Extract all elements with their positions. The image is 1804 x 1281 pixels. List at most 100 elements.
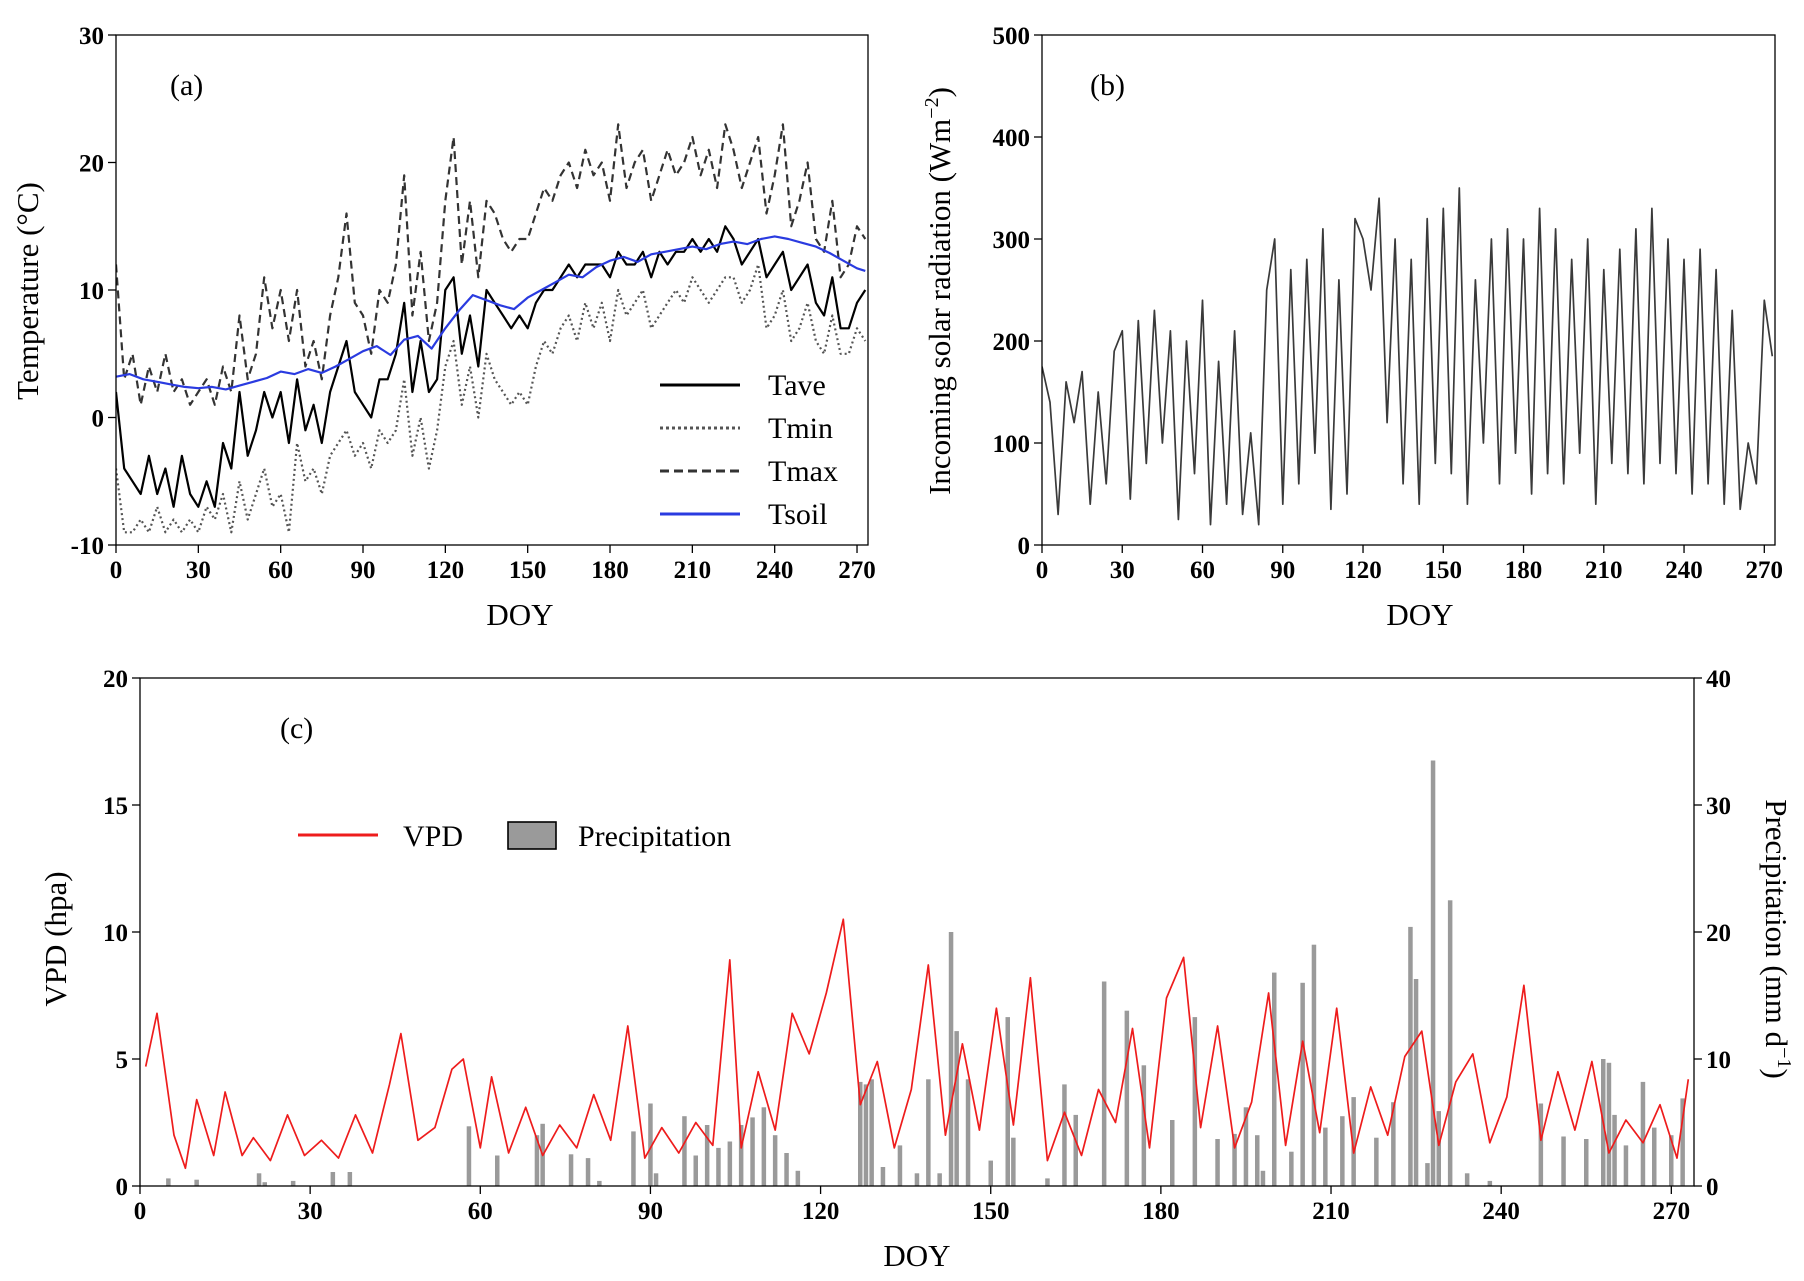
panel-b-x-tick-label: 240 <box>1665 557 1703 584</box>
precipitation-bar <box>1300 982 1305 1186</box>
precipitation-bar <box>772 1135 778 1186</box>
precipitation-bar <box>727 1141 733 1186</box>
panel-b-label: (b) <box>1090 69 1125 102</box>
precipitation-bar <box>1141 1065 1147 1186</box>
panel-b-x-tick-label: 30 <box>1110 557 1135 584</box>
panel-c-right-y-axis-label-sup: −1 <box>1773 1047 1795 1068</box>
panel-c-x-axis-label: DOY <box>883 1238 950 1273</box>
panel-a-legend: Tave Tmin Tmax Tsoil <box>660 369 838 531</box>
precipitation-bar <box>648 1103 653 1186</box>
precipitation-bar <box>597 1180 602 1186</box>
precipitation-bar <box>750 1117 755 1186</box>
precipitation-bar <box>495 1155 500 1186</box>
panel-a-x-tick-label: 270 <box>838 557 876 584</box>
precipitation-bar <box>914 1173 920 1186</box>
panel-b-frame <box>1041 34 1776 546</box>
panel-b-plot-area <box>1042 187 1774 526</box>
panel-a-x-tick-label: 30 <box>186 557 211 584</box>
panel-b-y-axis-label-main: Incoming solar radiation (Wm <box>922 119 957 495</box>
precipitation-bar <box>1623 1145 1629 1186</box>
legend-swatch-precipitation <box>507 821 557 850</box>
panel-c-right-y-tick-label: 10 <box>1706 1047 1731 1074</box>
panel-c-right-y-tick-label: 30 <box>1706 793 1731 820</box>
panel-b-y-tick-label: 500 <box>993 23 1031 50</box>
panel-c-vpd-precipitation: (c) DOY VPD (hpa) Precipitation (mm d−1)… <box>38 666 1795 1273</box>
precipitation-bar <box>1391 1102 1396 1186</box>
panel-b-y-tick-label: 400 <box>993 125 1031 152</box>
panel-c-x-tick-label: 210 <box>1312 1198 1350 1225</box>
panel-a-y-tick-label: 20 <box>79 151 104 178</box>
panel-c-left-y-tick-label: 10 <box>103 920 128 947</box>
panel-a-x-tick-label: 60 <box>268 557 293 584</box>
precipitation-bar <box>631 1131 636 1186</box>
precipitation-bar <box>1260 1170 1266 1186</box>
precipitation-bar <box>954 1031 959 1186</box>
series-line-tave <box>116 225 867 508</box>
panel-b-y-axis-label-sup: −2 <box>921 97 943 118</box>
precipitation-bar <box>568 1154 574 1186</box>
panel-b-x-tick-label: 120 <box>1344 557 1382 584</box>
panel-b-x-axis-label: DOY <box>1386 597 1453 632</box>
precipitation-bar <box>1005 1017 1010 1186</box>
panel-b-y-tick-label: 300 <box>993 227 1031 254</box>
precipitation-bar <box>1680 1098 1685 1186</box>
series-line-tmin <box>116 263 867 534</box>
precipitation-bar <box>1640 1081 1646 1186</box>
precipitation-bar <box>1436 1111 1441 1186</box>
panel-a-y-axis-label: Temperature (°C) <box>10 182 45 400</box>
panel-b-x-tick-label: 180 <box>1505 557 1543 584</box>
panel-c-x-tick-label: 30 <box>298 1198 323 1225</box>
panel-a-x-tick-label: 0 <box>110 557 123 584</box>
precipitation-bar <box>897 1145 903 1186</box>
precipitation-bar <box>948 932 954 1186</box>
precipitation-bar <box>1487 1180 1493 1186</box>
panel-b-x-tick-label: 90 <box>1270 557 1295 584</box>
precipitation-bar <box>784 1153 789 1186</box>
panel-c-right-y-tick-label: 40 <box>1706 666 1731 693</box>
panel-a-x-tick-label: 90 <box>351 557 376 584</box>
panel-c-x-tick-label: 0 <box>134 1198 147 1225</box>
panel-a-y-tick-label: -10 <box>71 533 104 560</box>
precipitation-bar <box>1413 979 1419 1186</box>
panel-a-x-tick-label: 180 <box>591 557 629 584</box>
precipitation-bar <box>330 1172 336 1186</box>
series-line-solar-radiation <box>1042 187 1774 526</box>
precipitation-bar <box>1073 1114 1078 1186</box>
precipitation-bar <box>1374 1137 1379 1186</box>
panel-b-y-tick-label: 0 <box>1018 533 1031 560</box>
precipitation-bar <box>965 1079 971 1186</box>
panel-b-x-tick-label: 0 <box>1036 557 1049 584</box>
precipitation-bar <box>1062 1084 1067 1186</box>
precipitation-bar <box>466 1126 472 1186</box>
panel-c-left-y-tick-label: 0 <box>116 1174 129 1201</box>
panel-c-x-tick-label: 270 <box>1653 1198 1691 1225</box>
precipitation-bar <box>653 1173 659 1186</box>
precipitation-bar <box>1192 1017 1198 1186</box>
precipitation-bar <box>988 1160 993 1186</box>
precipitation-bar <box>1612 1114 1617 1186</box>
precipitation-bar <box>1311 944 1317 1186</box>
precipitation-bar <box>1101 981 1107 1186</box>
panel-b-solar-radiation: (b) DOY Incoming solar radiation (Wm−2) … <box>921 23 1783 632</box>
panel-c-x-tick-label: 240 <box>1482 1198 1520 1225</box>
precipitation-bar <box>1289 1151 1294 1186</box>
panel-b-y-axis-label-end: ) <box>922 87 957 97</box>
precipitation-bar <box>1538 1103 1544 1186</box>
precipitation-bar <box>1584 1139 1589 1186</box>
precipitation-bar <box>858 1081 863 1186</box>
precipitation-bar <box>262 1182 267 1186</box>
panel-a-x-tick-label: 210 <box>674 557 712 584</box>
precipitation-bar <box>880 1167 886 1186</box>
panel-a-label: (a) <box>170 69 203 102</box>
precipitation-bar <box>1447 900 1453 1186</box>
precipitation-bar <box>1011 1137 1016 1186</box>
panel-b-x-tick-label: 150 <box>1425 557 1463 584</box>
precipitation-bar <box>585 1158 591 1186</box>
precipitation-bar <box>194 1179 199 1186</box>
panel-c-right-y-axis-label-end: ) <box>1759 1068 1794 1078</box>
precipitation-bar <box>704 1125 710 1186</box>
panel-c-x-tick-label: 150 <box>972 1198 1010 1225</box>
precipitation-bar <box>937 1173 942 1186</box>
precipitation-bar <box>795 1170 801 1186</box>
